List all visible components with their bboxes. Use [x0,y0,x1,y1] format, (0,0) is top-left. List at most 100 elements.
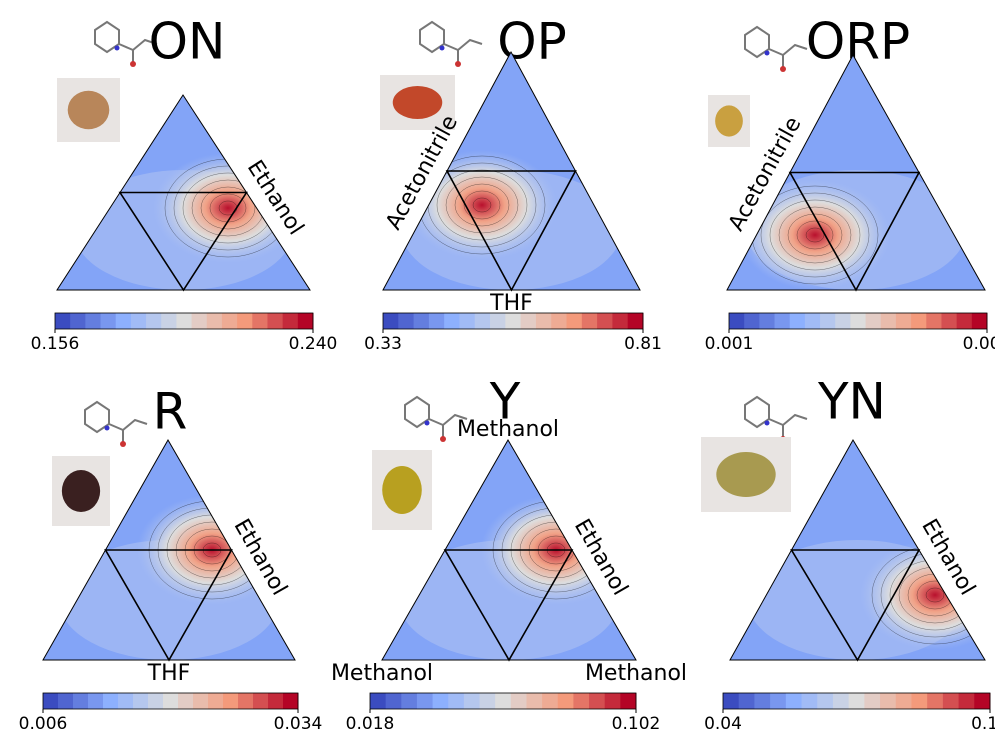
colorbar-tick-label: 0.33 [364,334,402,354]
colorbar-cell [298,313,314,329]
colorbar-tick-label: 0.034 [274,714,323,734]
molecule [85,402,147,442]
colorbar-cell [833,693,849,709]
colorbar-cell [850,313,866,329]
colorbar-tick-label: 0.81 [624,334,662,354]
colorbar-cell [459,313,475,329]
colorbar-cell [370,693,386,709]
atom [425,421,430,426]
crystal [393,86,443,119]
colorbar-tick-label: 0.001 [705,334,754,354]
panel-title: R [153,383,188,441]
colorbar-cell [558,693,574,709]
colorbar-cell [480,693,496,709]
colorbar-cell [101,313,117,329]
crystal [715,105,743,136]
colorbar-cell [383,313,399,329]
colorbar-cell [161,313,177,329]
colorbar-cell [237,313,253,329]
colorbar-cell [464,693,480,709]
atom [780,66,786,72]
colorbar-cell [70,313,86,329]
colorbar-cell [146,313,162,329]
colorbar-cell [759,313,775,329]
panel-title: ON [149,13,226,71]
colorbar-cell [866,313,882,329]
colorbar-cell [429,313,445,329]
colorbar-cell [475,313,491,329]
colorbar-cell [849,693,865,709]
colorbar-cell [835,313,851,329]
atom [120,441,126,447]
colorbar-cell [770,693,786,709]
colorbar-cell [820,313,836,329]
edge-label: Methanol [457,417,559,442]
atom [765,421,770,426]
colorbar-cell [88,693,104,709]
molecule [420,22,482,62]
panel-title: YN [817,373,886,431]
colorbar-cell [222,313,238,329]
atom [105,426,110,431]
colorbar-tick-label: 0.006 [19,714,68,734]
colorbar-cell [85,313,101,329]
atom [440,436,446,442]
colorbar-cell [957,313,973,329]
colorbar-cell [573,693,589,709]
colorbar-cell [896,313,912,329]
colorbar-cell [551,313,567,329]
colorbar-cell [729,313,745,329]
molecule [745,397,807,437]
colorbar-cell [116,313,132,329]
colorbar-cell [505,313,521,329]
colorbar-cell [744,313,760,329]
colorbar-cell [43,693,59,709]
colorbar-cell [881,313,897,329]
colorbar-cell [511,693,527,709]
colorbar-cell [974,693,990,709]
colorbar-cell [589,693,605,709]
colorbar-cell [896,693,912,709]
colorbar-cell [253,693,269,709]
colorbar-cell [163,693,179,709]
atom [440,46,445,51]
colorbar-cell [193,693,209,709]
figure: ONEthanol0.1560.240OPAcetonitrileTHF0.33… [0,0,995,734]
panel-title: ORP [806,13,910,71]
colorbar-cell [972,313,988,329]
edge-label: Methanol [585,661,687,686]
colorbar-cell [398,313,414,329]
colorbar-cell [223,693,239,709]
colorbar-cell [178,693,194,709]
colorbar-cell [58,693,74,709]
colorbar-cell [433,693,449,709]
colorbar-tick-label: 0.008 [963,334,995,354]
colorbar-cell [414,313,430,329]
atom [130,61,136,67]
colorbar-cell [754,693,770,709]
colorbar-cell [495,693,511,709]
colorbar-cell [620,693,636,709]
colorbar-cell [941,313,957,329]
colorbar-cell [582,313,598,329]
edge-label: THF [147,661,191,686]
colorbar-cell [805,313,821,329]
colorbar-cell [73,693,89,709]
colorbar-cell [444,313,460,329]
crystal [716,452,775,497]
colorbar-cell [943,693,959,709]
colorbar-cell [723,693,739,709]
crystal [62,470,100,512]
colorbar-cell [802,693,818,709]
colorbar-cell [911,313,927,329]
colorbar-cell [133,693,149,709]
colorbar-cell [490,313,506,329]
colorbar-tick-label: 0.04 [704,714,742,734]
edge-label: THF [489,291,533,316]
colorbar-cell [192,313,208,329]
colorbar-cell [207,313,223,329]
colorbar-cell [252,313,268,329]
colorbar-cell [103,693,119,709]
